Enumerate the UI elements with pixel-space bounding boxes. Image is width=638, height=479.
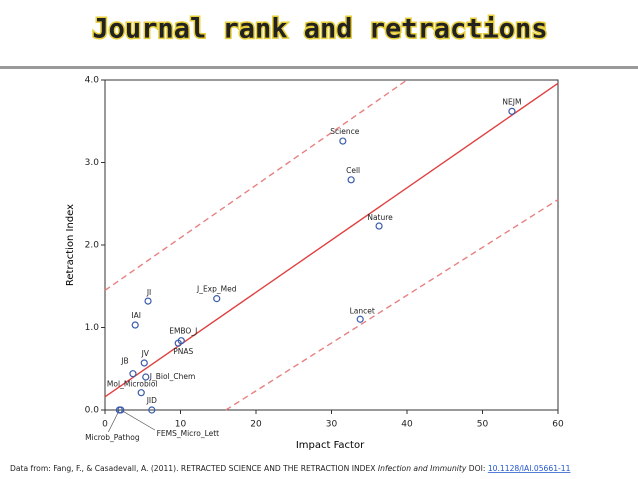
fit-line [225,199,559,411]
x-tick-label: 20 [250,420,262,430]
point [131,321,139,329]
point-label: Science [330,127,359,136]
point [129,370,137,378]
point [356,315,364,323]
x-tick-label: 10 [175,420,187,430]
x-tick-label: 40 [401,420,413,430]
x-tick-label: 50 [477,420,489,430]
y-tick-label: 3.0 [85,158,100,168]
y-tick-label: 0.0 [85,406,100,416]
doi-link[interactable]: 10.1128/IAI.05661-11 [488,464,571,473]
point [148,406,156,414]
leader-line [120,409,156,431]
point-label: Nature [367,213,393,222]
x-tick-label: 30 [326,420,338,430]
point-label: NEJM [502,97,521,106]
point [137,389,145,397]
point [117,406,125,414]
point-label: J_Exp_Med [196,285,237,294]
x-tick-label: 0 [102,420,108,430]
point [144,297,152,305]
footer-doi-label: DOI: [466,464,487,473]
y-axis-label: Retraction Index [65,204,76,286]
x-axis-label: Impact Factor [296,440,365,451]
point-label: J_Biol_Chem [149,372,196,381]
point-label: JV [141,349,150,358]
point-label: JB [120,357,128,366]
point-label: IAI [131,311,141,320]
footer: Data from: Fang, F., & Casadevall, A. (2… [10,464,571,473]
point [174,339,182,347]
point-label: FEMS_Micro_Lett [157,429,220,438]
point [508,107,516,115]
point [142,373,150,381]
point [375,222,383,230]
point-label: Cell [346,166,360,175]
point-label: Microb_Pathog [85,433,140,442]
fit-line [104,79,408,291]
point-label: PNAS [173,347,193,356]
point [140,359,148,367]
point-label: Lancet [350,306,375,315]
x-tick-label: 60 [552,420,564,430]
point [347,176,355,184]
point-label: JI [146,288,151,297]
title-rule [0,66,638,69]
y-tick-label: 1.0 [85,323,100,333]
footer-text: Data from: Fang, F., & Casadevall, A. (2… [10,464,378,473]
y-tick-label: 2.0 [85,241,100,251]
point-label: JID [146,396,157,405]
y-tick-label: 4.0 [85,76,100,86]
point-label: Mol_Microbiol [107,380,158,389]
point [339,137,347,145]
leader-line [108,409,120,433]
footer-journal: Infection and Immunity [378,464,467,473]
point [213,295,221,303]
point-label: EMBO_J [169,327,197,336]
slide-title: Journal rank and retractions [92,14,547,45]
